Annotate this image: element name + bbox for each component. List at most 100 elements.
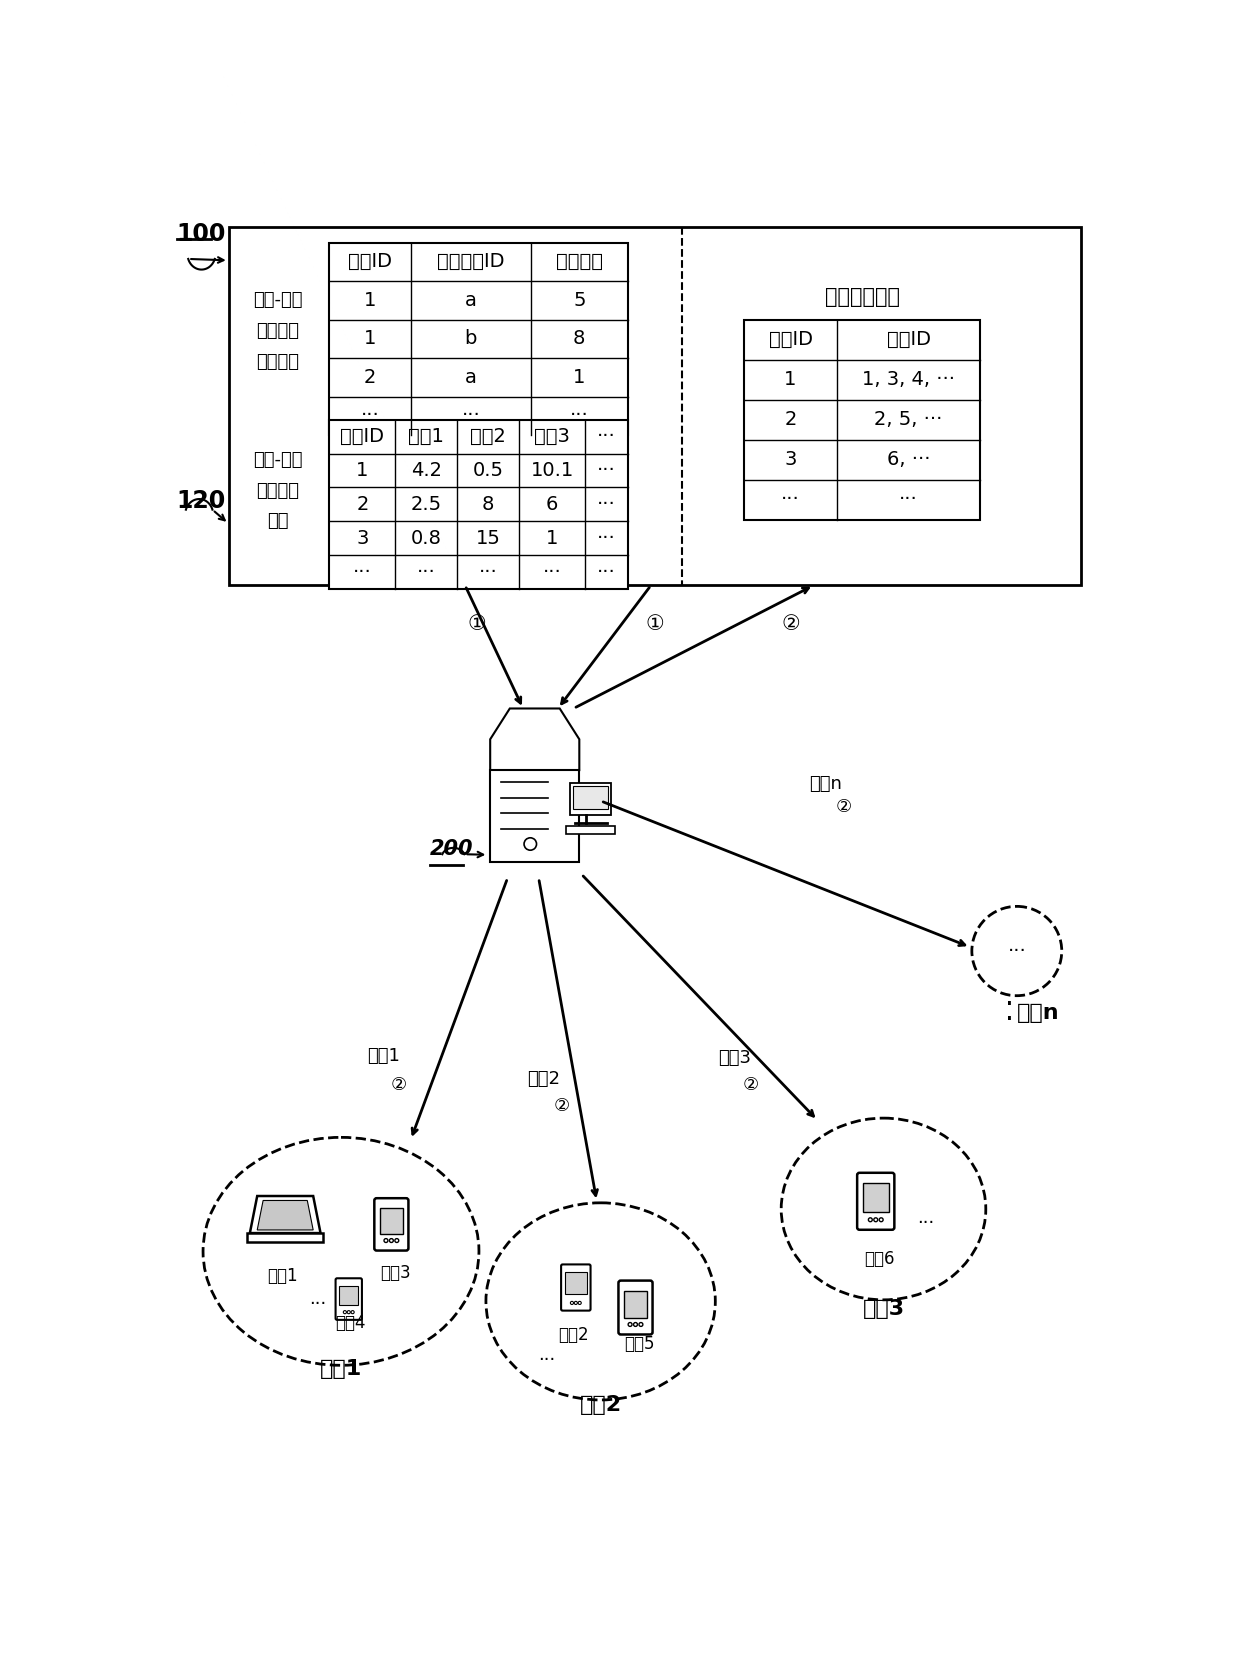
Text: 无线网络ID: 无线网络ID — [436, 252, 505, 272]
Bar — [863, 1183, 889, 1212]
Text: 用户6: 用户6 — [864, 1250, 895, 1268]
Text: 8: 8 — [482, 496, 495, 514]
Polygon shape — [250, 1197, 320, 1233]
Bar — [247, 1233, 324, 1242]
Text: 0.5: 0.5 — [472, 461, 503, 481]
Text: 列表: 列表 — [267, 512, 288, 531]
Text: ···: ··· — [538, 1350, 556, 1369]
Text: 群组ID: 群组ID — [769, 330, 812, 349]
Text: 用户-标签: 用户-标签 — [253, 451, 303, 469]
Text: 网络连接: 网络连接 — [255, 322, 299, 340]
Text: ①: ① — [467, 614, 486, 634]
Text: ···: ··· — [479, 562, 497, 582]
Bar — [569, 783, 611, 816]
Text: ···: ··· — [918, 1215, 935, 1232]
Text: b: b — [465, 329, 477, 349]
Text: 用户ID: 用户ID — [348, 252, 392, 272]
Text: 1: 1 — [363, 290, 376, 310]
Text: 信息2: 信息2 — [527, 1070, 560, 1088]
Bar — [490, 769, 579, 863]
Text: 信息n: 信息n — [808, 776, 842, 793]
Text: 信息3: 信息3 — [718, 1048, 751, 1066]
Text: a: a — [465, 367, 476, 387]
Circle shape — [972, 906, 1061, 996]
Text: 100: 100 — [176, 222, 226, 245]
Text: 10.1: 10.1 — [531, 461, 574, 481]
Text: 200: 200 — [430, 840, 474, 860]
Bar — [744, 320, 981, 519]
Text: 群组2: 群组2 — [579, 1395, 621, 1415]
Text: 连接次数: 连接次数 — [556, 252, 603, 272]
Circle shape — [879, 1218, 883, 1222]
Text: 8: 8 — [573, 329, 585, 349]
Text: ···: ··· — [1007, 941, 1027, 961]
Text: ···: ··· — [353, 562, 372, 582]
Text: 3: 3 — [785, 451, 796, 469]
FancyBboxPatch shape — [857, 1173, 894, 1230]
Text: 1: 1 — [356, 461, 368, 481]
Text: 群组1: 群组1 — [320, 1359, 362, 1379]
Circle shape — [347, 1310, 351, 1314]
FancyBboxPatch shape — [374, 1198, 408, 1250]
Text: 用户-无线: 用户-无线 — [253, 292, 303, 309]
Text: 用户ID: 用户ID — [340, 427, 384, 446]
Text: ···: ··· — [570, 406, 589, 426]
Bar — [340, 1287, 358, 1305]
Polygon shape — [257, 1200, 314, 1230]
Text: ···: ··· — [598, 529, 616, 547]
Text: 5: 5 — [573, 290, 585, 310]
Bar — [330, 419, 627, 589]
Text: ②: ② — [835, 798, 852, 816]
Text: 群组3: 群组3 — [863, 1298, 904, 1319]
Circle shape — [389, 1238, 393, 1242]
Text: 1: 1 — [785, 371, 796, 389]
Text: ②: ② — [554, 1097, 570, 1115]
Text: 用户2: 用户2 — [558, 1325, 589, 1344]
Text: 标签3: 标签3 — [534, 427, 570, 446]
Circle shape — [874, 1218, 878, 1222]
Text: ·: · — [1004, 1006, 1013, 1035]
Text: 1, 3, 4, ···: 1, 3, 4, ··· — [862, 371, 955, 389]
Text: 用户3: 用户3 — [379, 1265, 410, 1282]
Text: 1: 1 — [573, 367, 585, 387]
Text: 6: 6 — [546, 496, 558, 514]
Ellipse shape — [486, 1203, 715, 1400]
Ellipse shape — [781, 1118, 986, 1300]
Text: ···: ··· — [543, 562, 562, 582]
Text: 120: 120 — [176, 489, 226, 514]
Text: ·: · — [1004, 991, 1013, 1018]
Circle shape — [394, 1238, 399, 1242]
Text: ···: ··· — [461, 406, 480, 426]
Text: 2: 2 — [356, 496, 368, 514]
Circle shape — [578, 1302, 582, 1305]
Text: ②: ② — [742, 1075, 759, 1093]
Text: 信息1: 信息1 — [367, 1046, 401, 1065]
Text: ···: ··· — [361, 406, 379, 426]
FancyBboxPatch shape — [560, 1265, 590, 1310]
Text: a: a — [465, 290, 476, 310]
Bar — [330, 242, 627, 436]
Circle shape — [634, 1322, 637, 1327]
Text: 6, ···: 6, ··· — [887, 451, 930, 469]
Text: 用户分群结果: 用户分群结果 — [825, 287, 900, 307]
Text: 关系列表: 关系列表 — [255, 352, 299, 371]
Text: ②: ② — [391, 1075, 407, 1093]
Text: ①: ① — [646, 614, 665, 634]
Circle shape — [629, 1322, 632, 1327]
Text: 2, 5, ···: 2, 5, ··· — [874, 411, 942, 429]
Text: 1: 1 — [546, 529, 558, 547]
Bar — [228, 227, 1081, 586]
FancyBboxPatch shape — [336, 1278, 362, 1320]
Bar — [624, 1290, 647, 1319]
Text: ···: ··· — [598, 461, 616, 481]
Bar — [565, 1272, 587, 1293]
Text: 2: 2 — [363, 367, 376, 387]
Text: ···: ··· — [899, 491, 918, 509]
Text: 3: 3 — [356, 529, 368, 547]
Text: 用户ID: 用户ID — [887, 330, 931, 349]
Circle shape — [343, 1310, 346, 1314]
Circle shape — [570, 1302, 573, 1305]
Text: ···: ··· — [781, 491, 800, 509]
Text: 15: 15 — [476, 529, 501, 547]
Text: 0.8: 0.8 — [410, 529, 441, 547]
